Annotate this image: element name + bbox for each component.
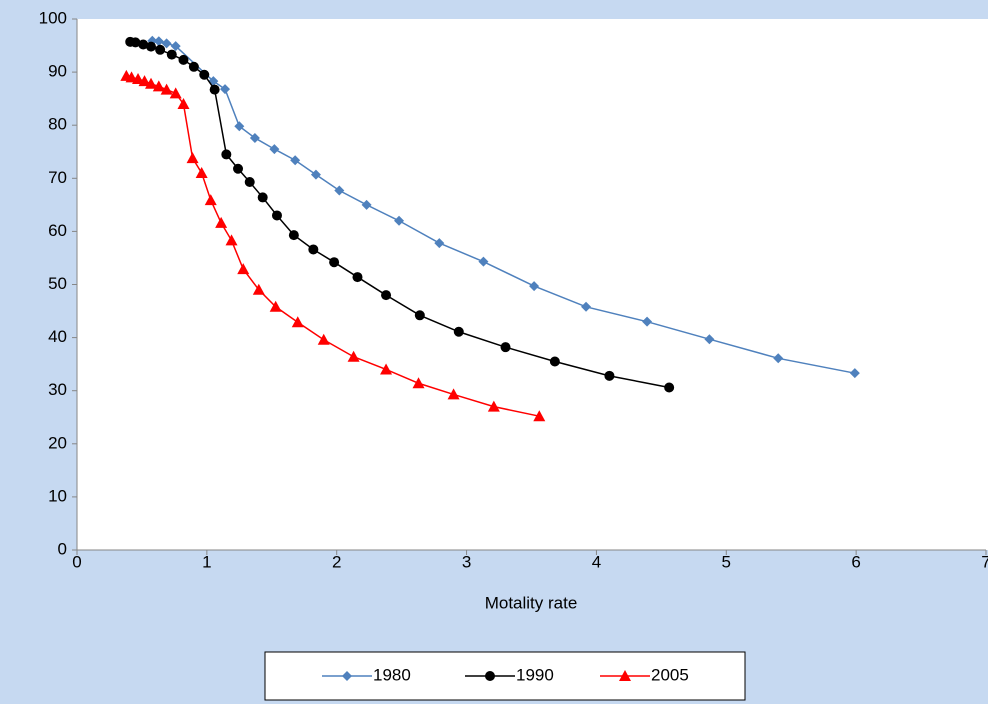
marker — [529, 281, 540, 292]
y-tick-label: 60 — [48, 221, 67, 240]
x-tick-label: 5 — [722, 552, 731, 571]
marker — [773, 353, 784, 364]
marker — [221, 149, 232, 160]
marker — [225, 234, 238, 246]
marker — [849, 368, 860, 379]
marker — [347, 350, 360, 362]
y-tick-label: 80 — [48, 115, 67, 134]
marker — [153, 36, 164, 47]
marker — [604, 370, 615, 381]
marker — [290, 155, 301, 166]
y-tick-label: 70 — [48, 168, 67, 187]
marker — [155, 44, 166, 55]
marker — [329, 257, 340, 268]
x-tick-label: 1 — [202, 552, 211, 571]
marker — [317, 333, 330, 345]
marker — [500, 342, 511, 353]
marker — [233, 163, 244, 174]
marker — [166, 49, 177, 60]
marker — [145, 77, 158, 89]
x-tick-label: 3 — [462, 552, 471, 571]
x-axis-label: Motality rate — [485, 593, 578, 612]
y-tick-label: 100 — [39, 8, 67, 27]
legend-label: 1980 — [373, 665, 411, 684]
marker — [310, 169, 321, 180]
marker — [160, 83, 173, 95]
legend-label: 2005 — [651, 665, 689, 684]
x-tick-label: 0 — [72, 552, 81, 571]
marker — [412, 377, 425, 389]
legend-marker — [619, 670, 631, 681]
marker — [152, 80, 165, 92]
y-tick-label: 10 — [48, 486, 67, 505]
marker — [453, 326, 464, 337]
y-tick-label: 40 — [48, 327, 67, 346]
marker — [361, 199, 372, 210]
marker — [487, 400, 500, 412]
marker — [271, 210, 282, 221]
marker — [249, 132, 260, 143]
marker — [288, 230, 299, 241]
marker — [581, 301, 592, 312]
marker — [195, 166, 208, 178]
x-tick-label: 7 — [981, 552, 988, 571]
marker — [138, 39, 149, 50]
marker — [177, 97, 190, 109]
marker — [269, 300, 282, 312]
marker — [334, 185, 345, 196]
marker — [380, 363, 393, 375]
y-tick-label: 20 — [48, 433, 67, 452]
marker — [478, 256, 489, 267]
y-tick-label: 50 — [48, 274, 67, 293]
marker — [188, 61, 199, 72]
marker — [146, 41, 157, 52]
marker — [161, 38, 172, 49]
marker — [132, 73, 145, 85]
marker — [244, 177, 255, 188]
marker — [352, 272, 363, 283]
marker — [169, 87, 182, 99]
marker — [257, 192, 268, 203]
marker — [394, 215, 405, 226]
marker — [252, 283, 265, 295]
marker — [138, 75, 151, 87]
marker — [414, 310, 425, 321]
marker — [704, 334, 715, 345]
x-tick-label: 4 — [592, 552, 601, 571]
legend-marker — [485, 671, 495, 681]
y-tick-label: 30 — [48, 380, 67, 399]
marker — [178, 54, 189, 65]
marker — [215, 216, 228, 228]
legend-label: 1990 — [516, 665, 554, 684]
marker — [204, 194, 217, 206]
marker — [549, 356, 560, 367]
y-tick-label: 90 — [48, 62, 67, 81]
marker — [209, 84, 220, 95]
marker — [533, 410, 546, 422]
marker — [199, 69, 210, 80]
marker — [186, 152, 199, 164]
marker — [434, 238, 445, 249]
marker — [664, 382, 675, 393]
marker — [308, 244, 319, 255]
legend-marker — [342, 671, 352, 681]
marker — [291, 316, 304, 328]
marker — [170, 41, 181, 52]
marker — [447, 388, 460, 400]
marker — [269, 144, 280, 155]
y-tick-label: 0 — [58, 539, 67, 558]
marker — [130, 37, 141, 48]
marker — [234, 121, 245, 132]
marker — [381, 290, 392, 301]
marker — [237, 263, 250, 275]
x-tick-label: 2 — [332, 552, 341, 571]
marker — [642, 316, 653, 327]
x-tick-label: 6 — [851, 552, 860, 571]
marker — [220, 84, 231, 95]
